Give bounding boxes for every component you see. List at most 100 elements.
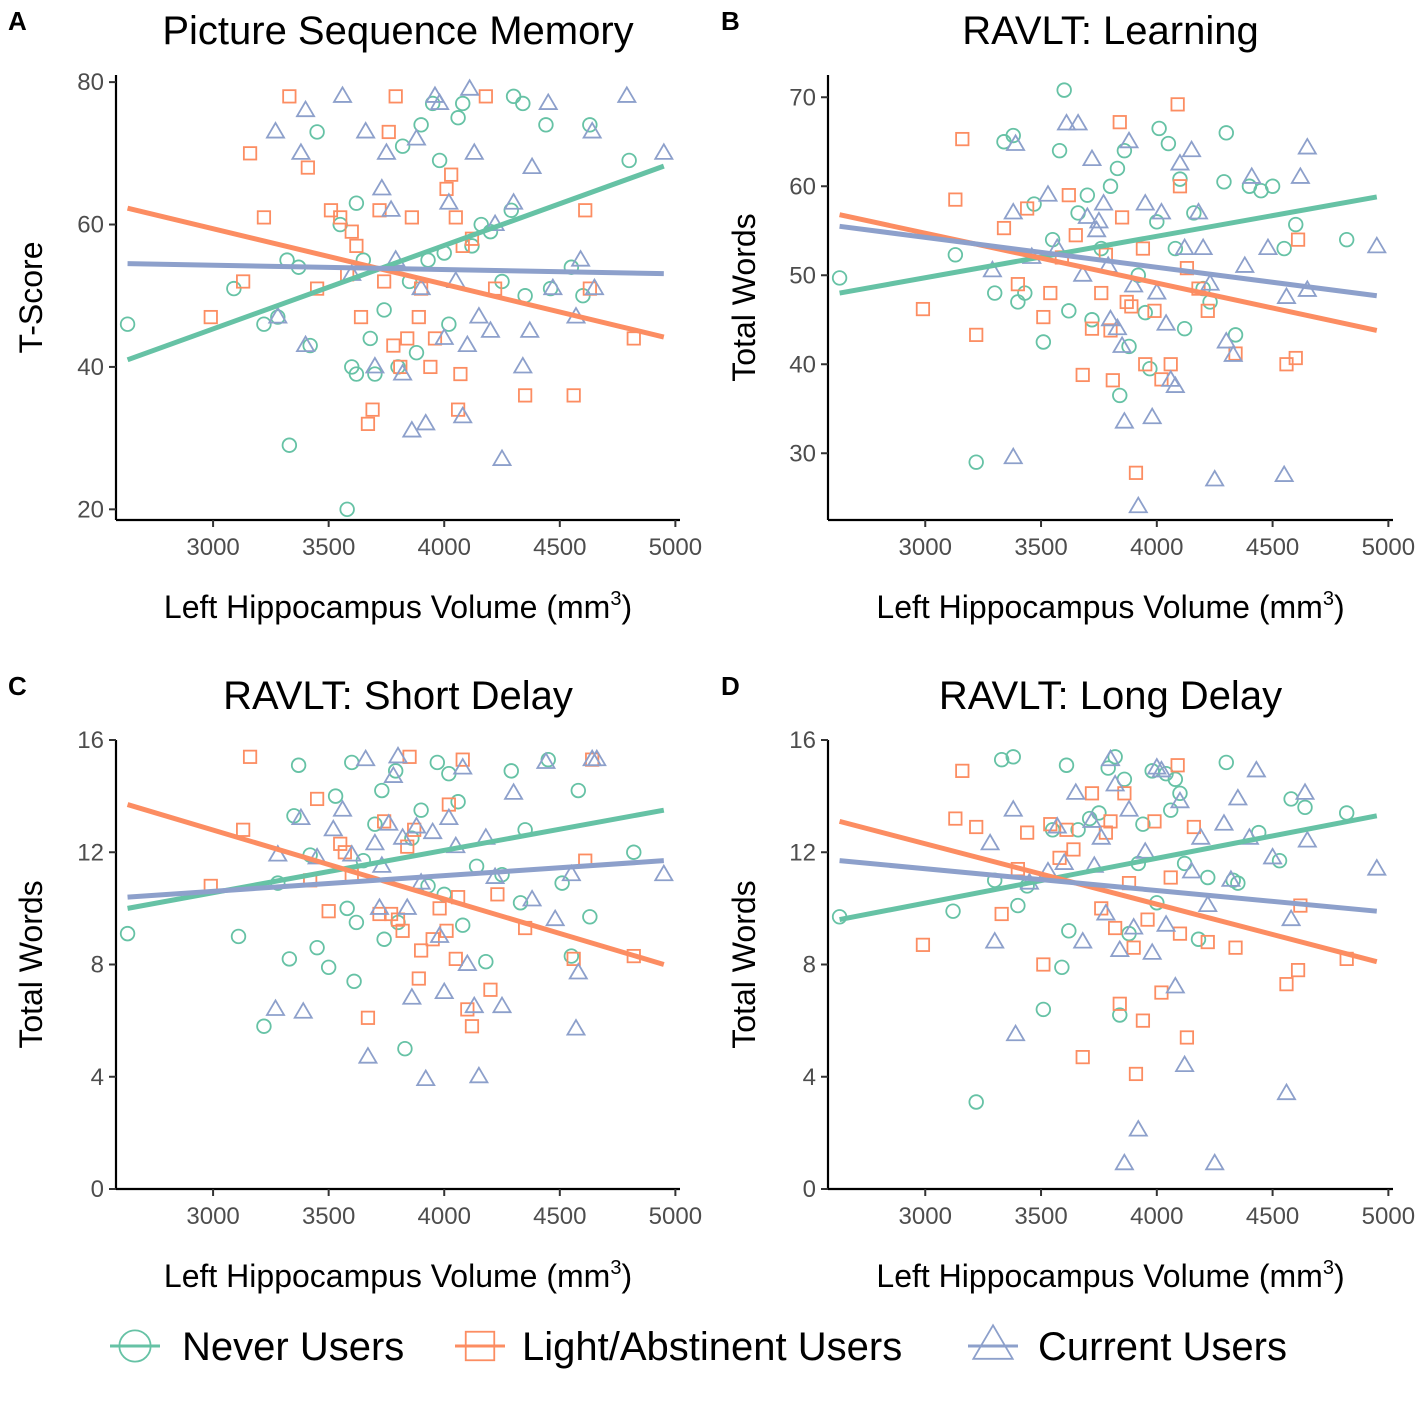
data-point-never bbox=[1005, 127, 1021, 144]
fit-line-light bbox=[126, 802, 665, 967]
series-light bbox=[915, 97, 1306, 480]
x-axis-title: Left Hippocampus Volume (mm3) bbox=[876, 588, 1344, 625]
data-point-light bbox=[955, 763, 970, 778]
data-point-light bbox=[323, 203, 339, 218]
data-point-never bbox=[270, 309, 286, 325]
data-point-never bbox=[582, 909, 598, 925]
data-point-light bbox=[1138, 357, 1153, 372]
data-point-current bbox=[429, 92, 450, 110]
data-point-current bbox=[570, 249, 591, 267]
data-point-light bbox=[1117, 786, 1132, 801]
fit-line-never bbox=[839, 813, 1378, 923]
data-point-current bbox=[1280, 908, 1302, 927]
fit-line-current bbox=[839, 858, 1378, 914]
y-tick-label: 20 bbox=[77, 496, 104, 523]
data-point-current bbox=[1165, 375, 1186, 393]
data-point-current bbox=[1123, 275, 1144, 293]
data-point-current bbox=[1169, 153, 1191, 171]
data-point-current bbox=[376, 142, 397, 160]
data-point-never bbox=[1121, 338, 1137, 355]
data-point-current bbox=[1197, 894, 1218, 913]
data-point-never bbox=[230, 928, 247, 945]
data-point-current bbox=[295, 334, 316, 353]
data-point-light bbox=[969, 819, 984, 835]
data-point-light bbox=[1103, 814, 1118, 829]
data-point-light bbox=[1172, 179, 1188, 194]
panel-title: Picture Sequence Memory bbox=[162, 9, 633, 53]
data-point-never bbox=[376, 302, 392, 318]
data-point-light bbox=[464, 1019, 480, 1034]
data-point-light bbox=[955, 131, 970, 147]
data-point-current bbox=[512, 356, 533, 374]
x-tick-label: 4500 bbox=[533, 1203, 586, 1230]
data-point-current bbox=[1005, 1023, 1026, 1042]
data-point-current bbox=[290, 142, 312, 160]
data-point-current bbox=[1223, 344, 1244, 362]
y-tick-label: 4 bbox=[803, 1064, 816, 1091]
data-point-light bbox=[1200, 303, 1215, 318]
data-point-light bbox=[1075, 1050, 1090, 1065]
data-point-current bbox=[1234, 255, 1255, 273]
data-point-light bbox=[414, 943, 429, 958]
data-point-current bbox=[1135, 193, 1156, 211]
data-point-current bbox=[380, 199, 402, 217]
data-point-never bbox=[621, 152, 637, 169]
data-point-never bbox=[1151, 120, 1167, 137]
data-point-light bbox=[1163, 870, 1178, 885]
data-point-current bbox=[491, 995, 513, 1014]
data-point-current bbox=[452, 405, 473, 424]
data-point-light bbox=[915, 301, 931, 317]
data-point-never bbox=[413, 117, 429, 133]
fit-line-light bbox=[126, 205, 665, 340]
data-point-never bbox=[332, 216, 348, 233]
data-point-current bbox=[1118, 130, 1140, 149]
data-point-current bbox=[561, 863, 582, 882]
data-point-light bbox=[1103, 323, 1118, 338]
data-point-light bbox=[1140, 912, 1155, 927]
data-point-current bbox=[1290, 166, 1311, 184]
data-point-light bbox=[448, 951, 463, 966]
data-point-light bbox=[1147, 303, 1162, 318]
data-point-light bbox=[444, 167, 459, 182]
data-point-never bbox=[968, 1094, 984, 1110]
data-point-current bbox=[1174, 237, 1195, 256]
data-point-light bbox=[423, 359, 438, 375]
data-point-current bbox=[1107, 317, 1128, 336]
data-point-current bbox=[565, 1018, 587, 1036]
data-point-never bbox=[1230, 875, 1246, 891]
data-point-current bbox=[1056, 113, 1077, 131]
data-point-current bbox=[1241, 166, 1262, 184]
data-point-light bbox=[236, 274, 251, 289]
x-tick-label: 4500 bbox=[1246, 534, 1299, 561]
legend-key-triangle bbox=[971, 1323, 1015, 1360]
data-point-never bbox=[1058, 757, 1075, 773]
data-point-current bbox=[1246, 760, 1267, 778]
data-point-light bbox=[915, 937, 931, 952]
data-point-current bbox=[434, 981, 455, 1000]
data-point-never bbox=[1061, 923, 1077, 939]
data-point-light bbox=[626, 331, 641, 346]
data-point-light bbox=[203, 309, 218, 325]
data-point-current bbox=[979, 833, 1001, 851]
data-point-light bbox=[236, 822, 251, 837]
data-point-current bbox=[653, 142, 674, 160]
series-never bbox=[119, 751, 642, 1057]
data-point-light bbox=[1068, 228, 1083, 243]
x-tick-label: 5000 bbox=[649, 534, 702, 561]
data-point-current bbox=[385, 249, 406, 267]
panel-b: B RAVLT: Learning 3000 3500 4000 4500 5000 30 40… bbox=[721, 6, 1415, 625]
data-point-current bbox=[1128, 1119, 1149, 1137]
data-point-never bbox=[554, 875, 570, 891]
data-point-current bbox=[1190, 827, 1211, 845]
data-point-current bbox=[1142, 942, 1163, 960]
data-point-current bbox=[1003, 202, 1024, 220]
data-point-light bbox=[377, 274, 392, 289]
data-point-never bbox=[1135, 816, 1151, 832]
data-point-never bbox=[563, 948, 580, 964]
data-point-current bbox=[1155, 914, 1177, 932]
data-point-light bbox=[1036, 957, 1051, 972]
data-point-never bbox=[1172, 171, 1188, 187]
data-point-current bbox=[1199, 273, 1221, 291]
data-point-current bbox=[984, 931, 1005, 949]
legend-label: Current Users bbox=[1038, 1325, 1287, 1369]
